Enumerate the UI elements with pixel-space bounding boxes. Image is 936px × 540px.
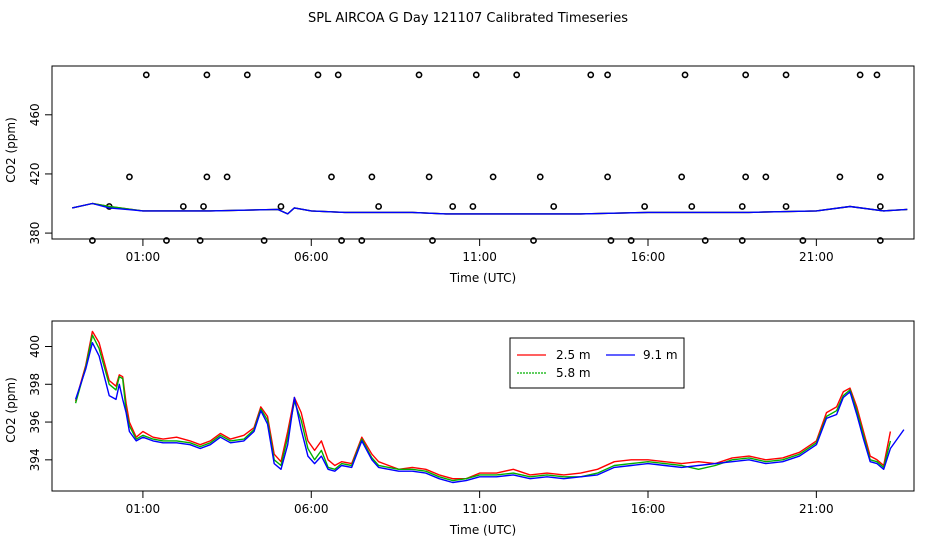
top-data-point — [469, 203, 477, 210]
legend-label-2-5m: 2.5 m — [556, 348, 591, 362]
top-data-point — [799, 237, 807, 244]
top-data-point — [604, 173, 611, 181]
figure-title: SPL AIRCOA G Day 121107 Calibrated Times… — [308, 11, 628, 26]
top-y-tick-label: 380 — [28, 222, 42, 245]
bottom-x-tick-label: 06:00 — [294, 502, 329, 516]
top-data-point — [163, 237, 170, 244]
top-data-point — [489, 173, 497, 181]
top-data-point — [681, 71, 689, 79]
top-data-point — [449, 203, 457, 210]
top-x-tick-label: 11:00 — [462, 250, 497, 264]
top-data-point — [429, 237, 436, 244]
legend: 2.5 m 5.8 m 9.1 m — [509, 337, 685, 389]
top-x-axis-label: Time (UTC) — [449, 271, 516, 285]
top-data-point — [782, 203, 790, 210]
top-data-point — [203, 71, 211, 79]
top-data-point — [260, 237, 268, 244]
top-x-tick-label: 21:00 — [799, 250, 834, 264]
top-data-point — [203, 173, 211, 181]
top-data-point — [368, 173, 376, 181]
top-data-point — [334, 71, 342, 79]
bottom-y-tick-label: 400 — [28, 335, 42, 358]
top-data-point — [627, 237, 635, 244]
legend-box — [509, 337, 685, 389]
bottom-x-tick-label: 21:00 — [799, 502, 834, 516]
bottom-series-line-2 — [74, 342, 905, 484]
top-data-point — [856, 71, 864, 79]
top-data-point — [89, 237, 96, 244]
bottom-x-tick-label: 16:00 — [631, 502, 666, 516]
top-data-point — [338, 237, 345, 244]
top-x-tick-label: 01:00 — [126, 250, 161, 264]
top-y-tick-label: 420 — [28, 162, 42, 185]
top-data-point — [678, 173, 686, 181]
legend-label-9-1m: 9.1 m — [643, 348, 678, 362]
bottom-x-axis-label: Time (UTC) — [449, 523, 516, 537]
top-x-tick-label: 06:00 — [294, 250, 329, 264]
top-y-axis-label: CO2 (ppm) — [4, 117, 18, 183]
top-data-point — [200, 203, 207, 210]
top-data-point — [876, 173, 884, 181]
bottom-y-axis-label: CO2 (ppm) — [4, 377, 18, 443]
bottom-y-tick-label: 394 — [28, 448, 42, 471]
top-data-point — [607, 237, 615, 244]
top-data-point — [358, 237, 366, 244]
top-data-point — [142, 71, 150, 79]
top-data-point — [550, 203, 558, 210]
legend-label-5-8m: 5.8 m — [556, 366, 591, 380]
top-series-line-2 — [72, 202, 908, 215]
top-data-point — [530, 237, 537, 244]
top-data-point — [196, 237, 204, 244]
top-data-point — [742, 173, 750, 181]
top-data-point — [314, 71, 322, 79]
bottom-panel: 01:00 06:00 11:00 16:00 21:00 394 396 398 400 Ti… — [4, 320, 915, 537]
top-data-point — [126, 173, 133, 181]
top-data-point — [762, 173, 770, 181]
top-data-point — [415, 71, 423, 79]
top-data-point — [243, 71, 251, 79]
top-data-point — [277, 203, 285, 210]
top-data-point — [782, 71, 790, 79]
bottom-plot-frame — [51, 320, 915, 492]
top-data-point — [179, 203, 187, 210]
bottom-y-tick-label: 396 — [28, 411, 42, 434]
top-panel: 01:00 06:00 11:00 16:00 21:00 380 420 460 Time … — [4, 65, 915, 285]
top-data-point — [375, 203, 383, 210]
top-x-tick-label: 16:00 — [631, 250, 666, 264]
bottom-y-tick-label: 398 — [28, 373, 42, 396]
top-data-point — [688, 203, 696, 210]
top-data-point — [738, 237, 746, 244]
top-data-point — [873, 71, 881, 79]
bottom-series-line-1 — [74, 334, 892, 482]
top-data-point — [472, 71, 480, 79]
top-data-point — [328, 173, 335, 181]
top-data-point — [641, 203, 649, 210]
top-data-point — [738, 203, 746, 210]
top-data-point — [701, 237, 709, 244]
bottom-x-tick-label: 11:00 — [462, 502, 497, 516]
top-data-point — [876, 237, 884, 244]
top-data-point — [742, 71, 750, 79]
top-data-point — [836, 173, 844, 181]
top-data-point — [425, 173, 433, 181]
top-data-point — [587, 71, 595, 79]
bottom-series-line-0 — [74, 330, 892, 480]
top-data-point — [513, 71, 521, 79]
bottom-x-tick-label: 01:00 — [126, 502, 161, 516]
top-plot-frame — [51, 65, 915, 240]
top-data-point — [876, 203, 884, 210]
top-y-tick-label: 460 — [28, 103, 42, 126]
top-data-point — [604, 71, 611, 79]
top-data-point — [223, 173, 231, 181]
top-data-point — [536, 173, 544, 181]
